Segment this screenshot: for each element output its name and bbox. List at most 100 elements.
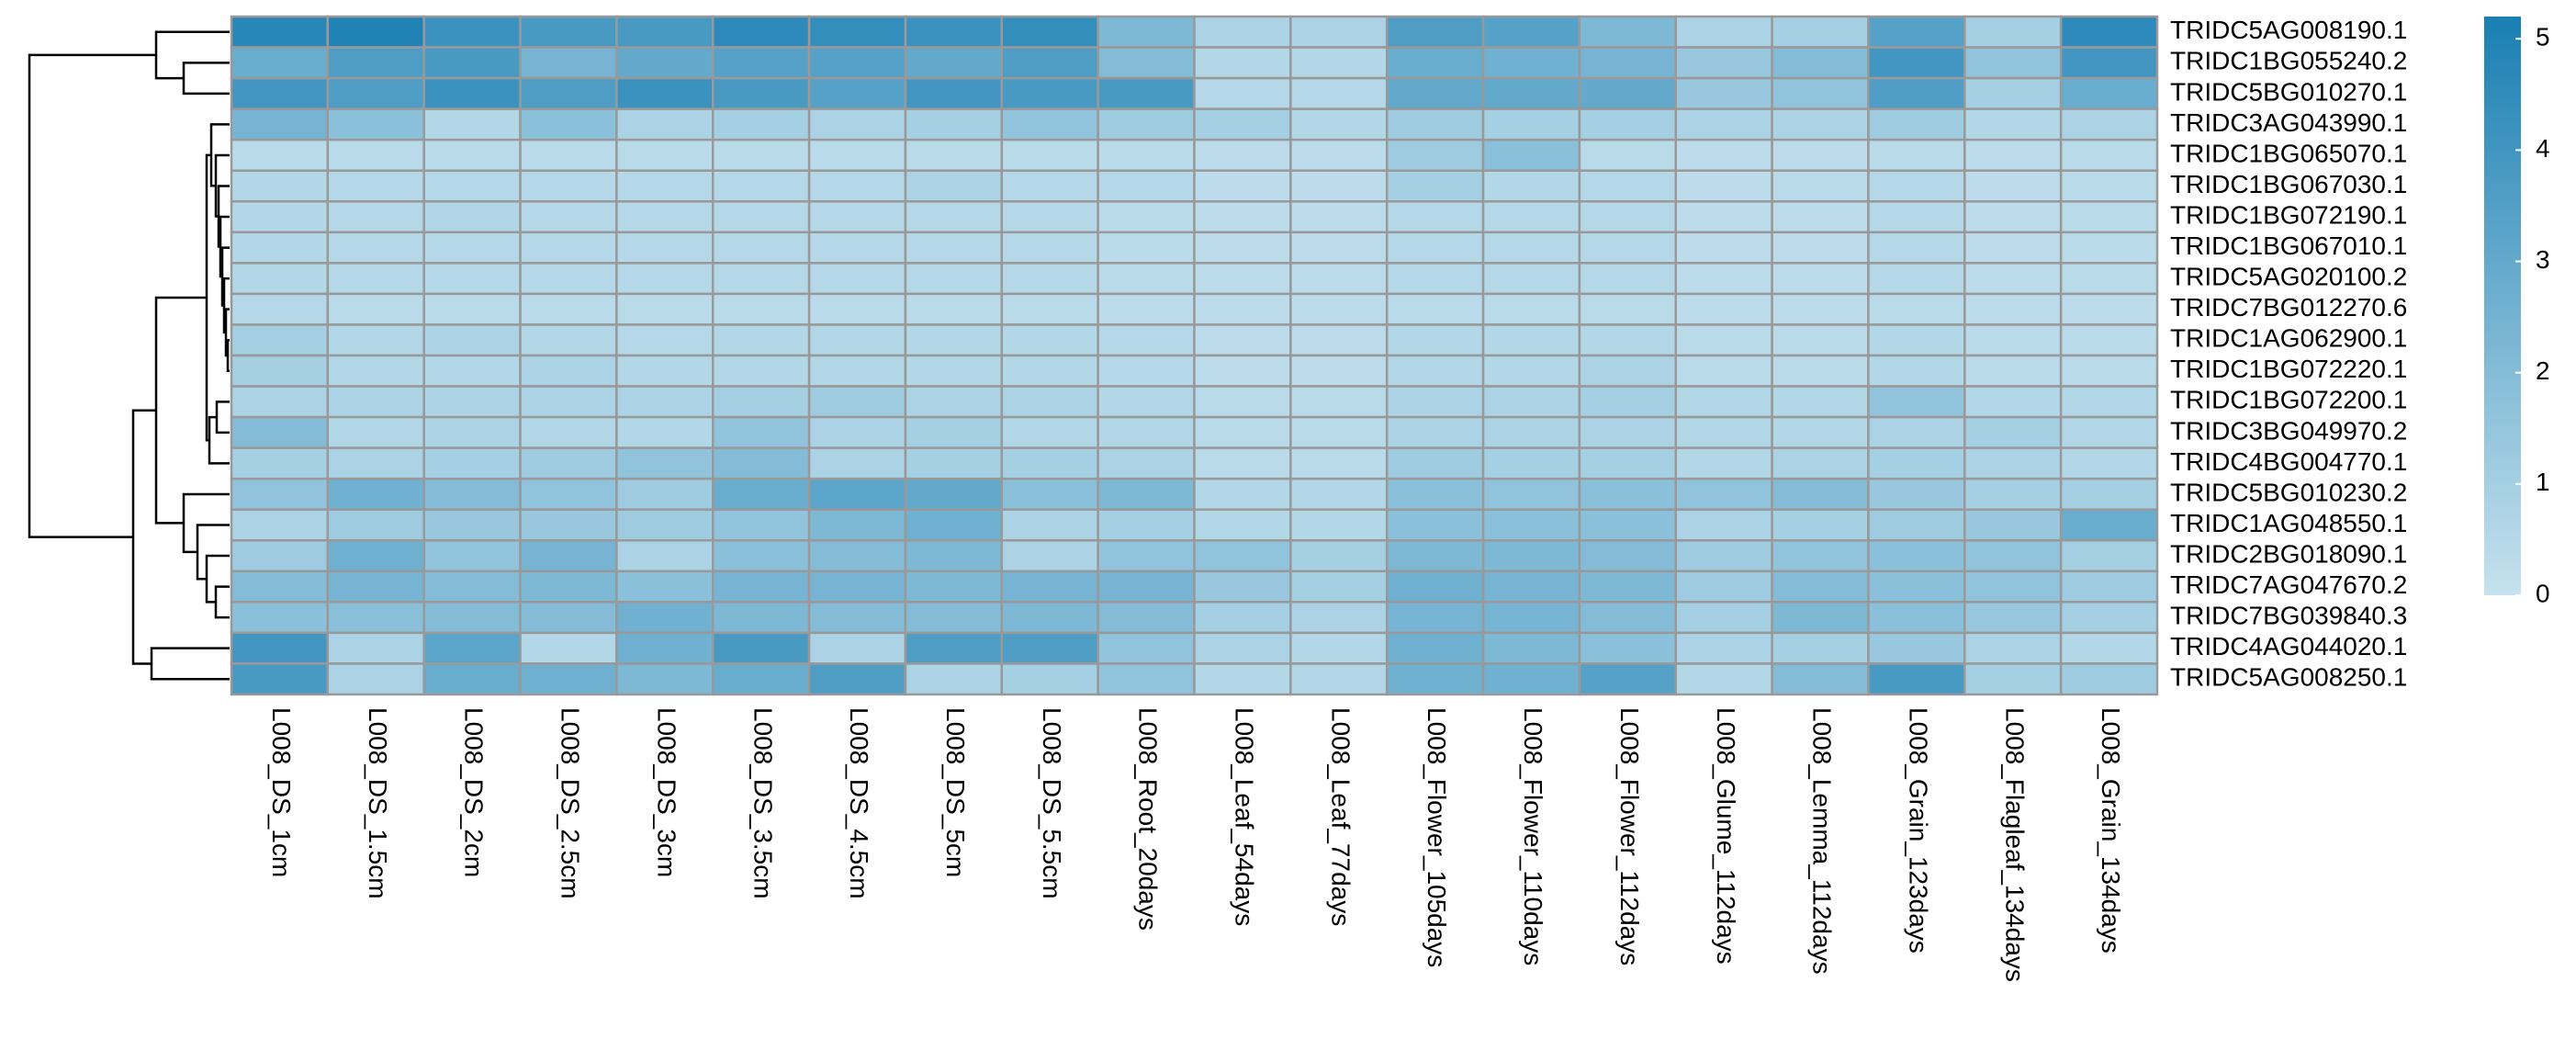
heatmap-cell [1867,601,1966,635]
heatmap-cell [615,46,714,80]
heatmap-cell [519,231,618,265]
heatmap-cell [1771,570,1870,604]
heatmap-cell [1289,292,1389,326]
heatmap-cell [1578,107,1678,141]
heatmap-cell [326,539,425,573]
heatmap-cell [1963,508,2063,542]
heatmap-cell [615,539,714,573]
heatmap-cell [1385,292,1485,326]
heatmap-cell [1385,631,1485,665]
heatmap-cell [615,415,714,449]
heatmap-cell [615,662,714,696]
heatmap-cell [1097,601,1196,635]
heatmap-cell [712,539,811,573]
row-label: TRIDC7BG039840.3 [2170,602,2407,630]
heatmap-cell [1289,354,1389,388]
column-label: L008_DS_4.5cm [845,707,873,899]
heatmap-cell [1289,138,1389,172]
heatmap-cell [1578,446,1678,480]
heatmap-cell [807,323,907,357]
heatmap-cell [712,231,811,265]
heatmap-cell [230,200,330,234]
heatmap-cell [1771,169,1870,203]
column-label: L008_Leaf_77days [1326,707,1355,926]
heatmap-cell [422,46,522,80]
heatmap-cell [1963,662,2063,696]
heatmap-cell [1193,169,1292,203]
heatmap-cell [1289,169,1389,203]
heatmap-cell [422,385,522,419]
heatmap-cell [326,292,425,326]
heatmap-cell [1385,46,1485,80]
heatmap-cell [326,508,425,542]
heatmap-cell [1193,107,1292,141]
heatmap-cell [1289,107,1389,141]
heatmap-cell [904,508,1004,542]
heatmap-cell [2059,231,2159,265]
heatmap-cell [712,107,811,141]
heatmap-cell [1481,292,1581,326]
heatmap-cell [230,262,330,296]
heatmap-cell [326,385,425,419]
heatmap-cell [1289,601,1389,635]
column-label: L008_Flower_105days [1423,707,1451,967]
row-label: TRIDC2BG018090.1 [2170,539,2407,568]
heatmap-cell [1289,385,1389,419]
column-label: L008_Lemma_112days [1808,707,1837,975]
heatmap-cell [1674,662,1773,696]
heatmap-cell [2059,601,2159,635]
heatmap-cell [807,46,907,80]
heatmap-cell [1097,385,1196,419]
heatmap-cell [1674,169,1773,203]
heatmap-cell [1385,477,1485,511]
heatmap-cell [904,385,1004,419]
heatmap-cell [1289,662,1389,696]
heatmap-cell [1193,231,1292,265]
heatmap-cell [519,292,618,326]
heatmap-cell [2059,107,2159,141]
heatmap-cell [1867,570,1966,604]
column-label: L008_Flower_110days [1519,707,1547,965]
heatmap-cell [1385,262,1485,296]
heatmap-cell [1963,570,2063,604]
column-label: L008_DS_1cm [267,707,296,877]
row-label: TRIDC5AG020100.2 [2170,263,2407,291]
heatmap-cell [1097,200,1196,234]
heatmap-cell [326,354,425,388]
heatmap-cell [519,415,618,449]
heatmap-cell [230,385,330,419]
heatmap-cell [230,76,330,110]
heatmap-cell [1000,477,1099,511]
heatmap-cell [422,662,522,696]
row-label: TRIDC1BG067030.1 [2170,170,2407,198]
heatmap-cell [1289,76,1389,110]
heatmap-cell [807,631,907,665]
heatmap-cell [1000,385,1099,419]
heatmap-cell [230,292,330,326]
heatmap-cell [1771,539,1870,573]
heatmap-cell [1097,292,1196,326]
heatmap-cell [1963,46,2063,80]
heatmap-cell [230,570,330,604]
heatmap-cell [615,262,714,296]
column-label: L008_DS_5cm [941,707,970,877]
heatmap-cell [1481,15,1581,49]
heatmap-cell [712,15,811,49]
heatmap-cell [422,262,522,296]
heatmap-cell [326,169,425,203]
heatmap-cell [519,446,618,480]
heatmap-cell [712,446,811,480]
heatmap-cell [422,76,522,110]
heatmap-cell [1578,508,1678,542]
heatmap-cell [1193,292,1292,326]
heatmap-cell [1674,15,1773,49]
heatmap-cell [422,508,522,542]
row-label: TRIDC1AG048550.1 [2170,509,2407,537]
heatmap-cell [519,262,618,296]
heatmap-cell [1674,508,1773,542]
heatmap-cell [615,508,714,542]
column-label: L008_DS_1.5cm [364,707,392,899]
heatmap-cell [519,76,618,110]
heatmap-cell [519,508,618,542]
heatmap-cell [615,354,714,388]
